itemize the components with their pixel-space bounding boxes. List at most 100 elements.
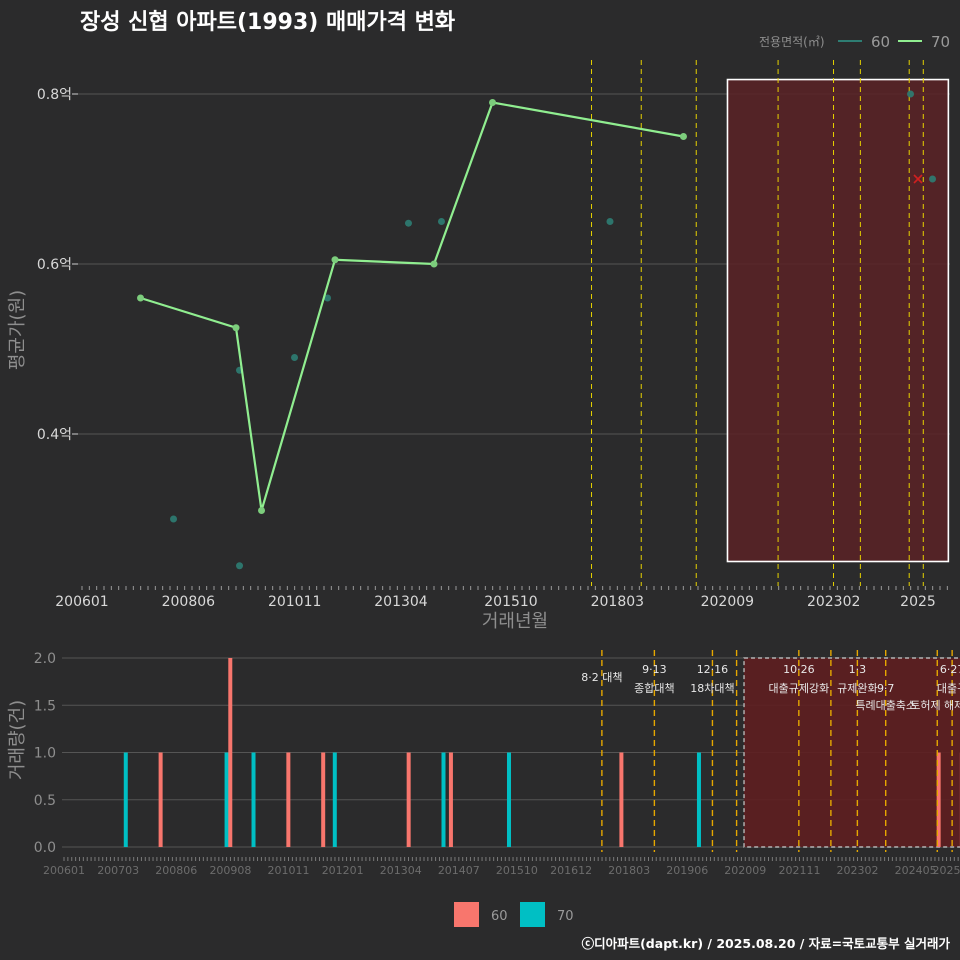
volume-x-tick-label: 202111	[778, 864, 820, 877]
price-chart: 0.4억 0.6억 0.8억 200601 200806 201011 201304 2015…	[37, 60, 950, 610]
series-70-point	[258, 507, 266, 514]
volume-bar-60	[936, 752, 941, 847]
policy-annotation: 8·2 대책	[581, 671, 622, 684]
series-60-point	[291, 354, 299, 361]
legend-label-60: 60	[871, 33, 890, 51]
volume-bar-70	[224, 752, 229, 847]
highlight-period-box	[726, 78, 950, 563]
series-60-point	[437, 218, 445, 225]
volume-bar-70	[506, 752, 511, 847]
policy-annotation: 토허제 해제	[910, 698, 960, 712]
volume-y-tick-label: 1.0	[34, 746, 56, 762]
y-tick-label: 0.4억	[37, 427, 72, 443]
series-60-point	[170, 515, 178, 523]
series-60-point	[929, 175, 937, 183]
series-70-point	[679, 133, 687, 140]
volume-x-tick-label: 202302	[837, 864, 879, 877]
legend-swatch-60	[454, 902, 479, 927]
volume-x-tick-label: 200601	[43, 864, 85, 877]
volume-x-tick-label: 202405	[895, 864, 937, 877]
x-tick-label: 200806	[162, 594, 216, 610]
series-70-point	[137, 294, 145, 302]
series-60-point	[236, 562, 244, 570]
policy-annotation: 규제완화	[837, 682, 877, 695]
policy-annotation: 종합대책	[634, 682, 674, 695]
volume-x-tick-label: 200908	[209, 864, 251, 877]
series-60-point	[404, 219, 412, 227]
series-70-point	[232, 324, 240, 332]
volume-x-tick-label: 201803	[608, 864, 650, 877]
volume-bar-70	[332, 752, 337, 847]
chart-title: 장성 신협 아파트(1993) 매매가격 변화	[80, 10, 455, 35]
series-60-point	[606, 218, 614, 225]
policy-annotation: 1·3	[849, 663, 867, 676]
volume-bar-60	[448, 752, 453, 847]
volume-x-tick-label: 201201	[322, 864, 364, 877]
x-tick-label: 200601	[55, 594, 108, 610]
policy-annotation: 18차대책	[690, 682, 734, 695]
x-tick-label: 201510	[484, 594, 537, 610]
volume-bar-60	[158, 752, 163, 847]
policy-annotation: 10·26	[783, 663, 815, 676]
x-tick-label: 202302	[807, 594, 860, 610]
volume-x-tick-label: 200806	[155, 864, 197, 877]
policy-annotation: 9·13	[642, 663, 667, 676]
volume-highlight-box	[743, 657, 960, 848]
volume-bar-60	[619, 752, 624, 847]
y-tick-label: 0.8억	[37, 87, 72, 103]
policy-annotation: 6·27	[940, 663, 960, 676]
volume-x-tick-label: 202009	[724, 864, 766, 877]
volume-x-tick-label: 201906	[666, 864, 708, 877]
volume-bar-70	[123, 752, 128, 847]
volume-bar-60	[228, 658, 233, 847]
policy-annotation: 12·16	[697, 663, 729, 676]
bottom-legend: 60 70	[454, 902, 574, 927]
x-tick-label: 201304	[374, 594, 428, 610]
volume-x-tick-label: 201011	[268, 864, 310, 877]
series-70-line	[140, 101, 684, 511]
bottom-legend-label-60: 60	[491, 909, 508, 924]
volume-bar-60	[286, 752, 291, 847]
x-tick-label: 201011	[268, 594, 321, 610]
volume-x-tick-label: 201407	[438, 864, 480, 877]
x-tick-label: 2025	[900, 594, 936, 610]
series-70-point	[331, 256, 339, 264]
series-70-point	[489, 99, 497, 106]
volume-bar-60	[406, 752, 411, 847]
legend-title: 전용면적(㎡)	[759, 35, 825, 49]
volume-y-tick-label: 2.0	[34, 651, 56, 667]
bottom-legend-label-70: 70	[557, 909, 574, 924]
volume-y-axis-title: 거래량(건)	[7, 700, 28, 780]
top-legend: 전용면적(㎡) 60 70	[759, 33, 950, 51]
policy-annotation: 9·7	[877, 682, 895, 695]
legend-label-70: 70	[931, 33, 950, 51]
volume-chart: 0.0 0.5 1.0 1.5 2.0 200601 200703 200806 200908 2…	[34, 650, 960, 877]
volume-x-tick-label: 201612	[550, 864, 592, 877]
volume-x-tick-label: 2025	[933, 864, 960, 877]
policy-annotation: 대출규제강화	[768, 682, 829, 695]
x-tick-label: 201803	[591, 594, 644, 610]
credit-text: ⓒ디아파트(dapt.kr) / 2025.08.20 / 자료=국토교통부 실…	[582, 936, 951, 951]
y-tick-label: 0.6억	[37, 257, 72, 273]
volume-x-tick-label: 200703	[97, 864, 139, 877]
legend-swatch-70	[520, 902, 545, 927]
x-axis-title: 거래년월	[482, 611, 548, 632]
volume-bar-70	[441, 752, 446, 847]
series-60-point	[907, 90, 915, 98]
policy-annotation: 대출규	[937, 682, 960, 695]
x-tick-label: 202009	[701, 594, 754, 610]
policy-annotation: 특례대출축소	[855, 699, 916, 712]
volume-bar-70	[696, 752, 701, 847]
volume-x-tick-label: 201304	[380, 864, 422, 877]
volume-x-tick-label: 201510	[496, 864, 538, 877]
series-60-point	[324, 294, 332, 302]
volume-y-tick-label: 0.0	[34, 840, 56, 856]
y-axis-title: 평균가(원)	[7, 290, 28, 370]
volume-y-tick-label: 1.5	[34, 698, 56, 714]
volume-bar-70	[251, 752, 256, 847]
series-70-point	[430, 260, 438, 268]
volume-bar-60	[321, 752, 326, 847]
volume-y-tick-label: 0.5	[34, 793, 56, 809]
latest-price-marker	[913, 174, 923, 184]
